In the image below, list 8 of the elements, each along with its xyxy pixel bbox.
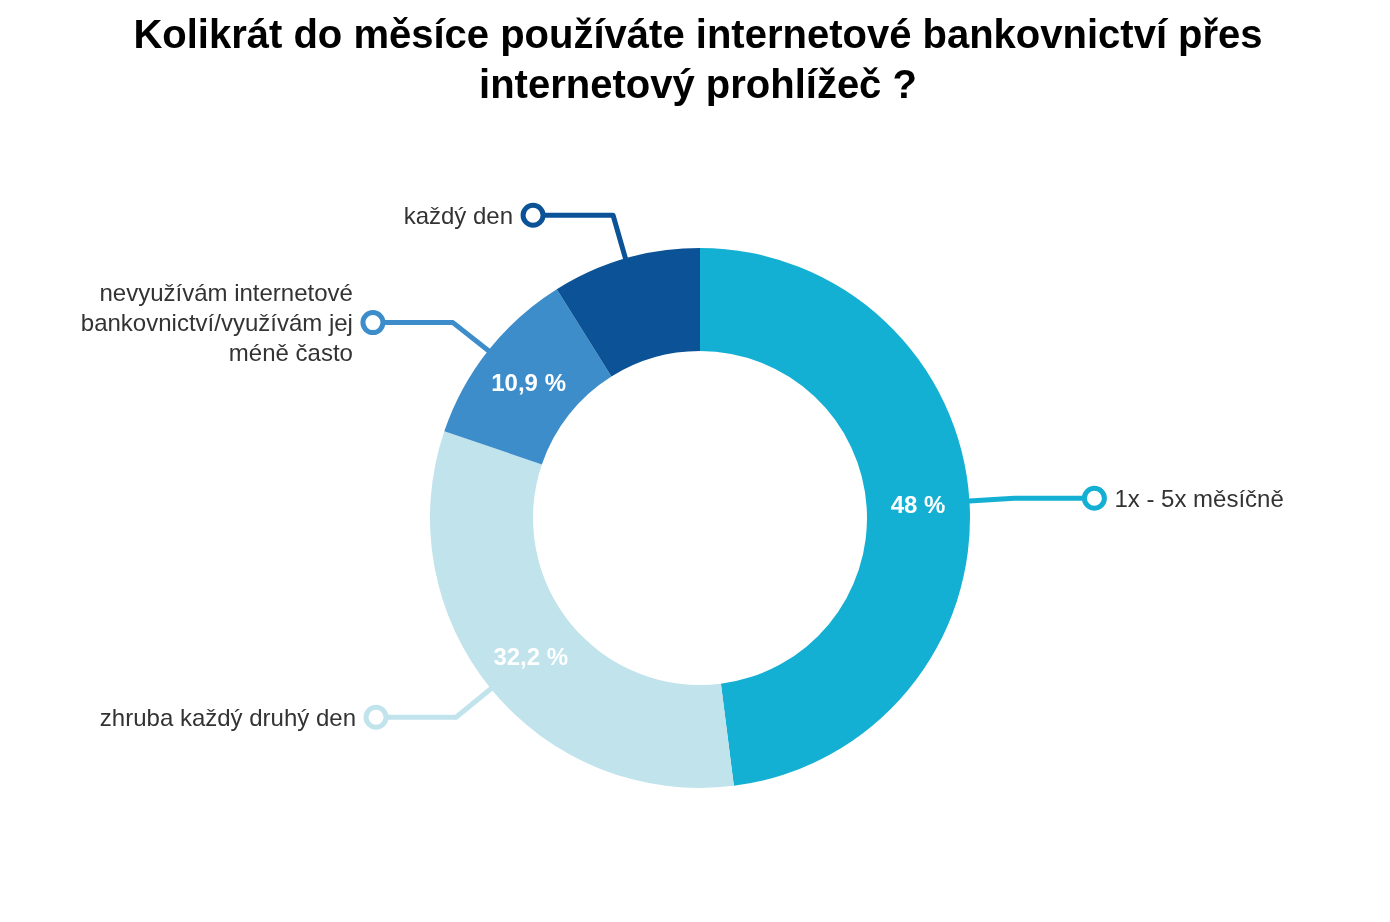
legend-label: zhruba každý druhý den [99,703,357,731]
data-label: 10,9 % [491,368,566,396]
legend-label: nevyužívám internetové bankovnictví/využívám jej méně často [80,279,353,367]
legend-label: každý den [403,201,514,229]
data-label: 32,2 % [493,642,569,670]
data-label: 48 % [890,490,946,518]
chart-title: Kolikrát do měsíce používáte internetové bankovnictví přes internetový prohlížeč ? [133,12,1263,106]
slice-label: 1x - 5x měsíčně [1114,484,1284,512]
